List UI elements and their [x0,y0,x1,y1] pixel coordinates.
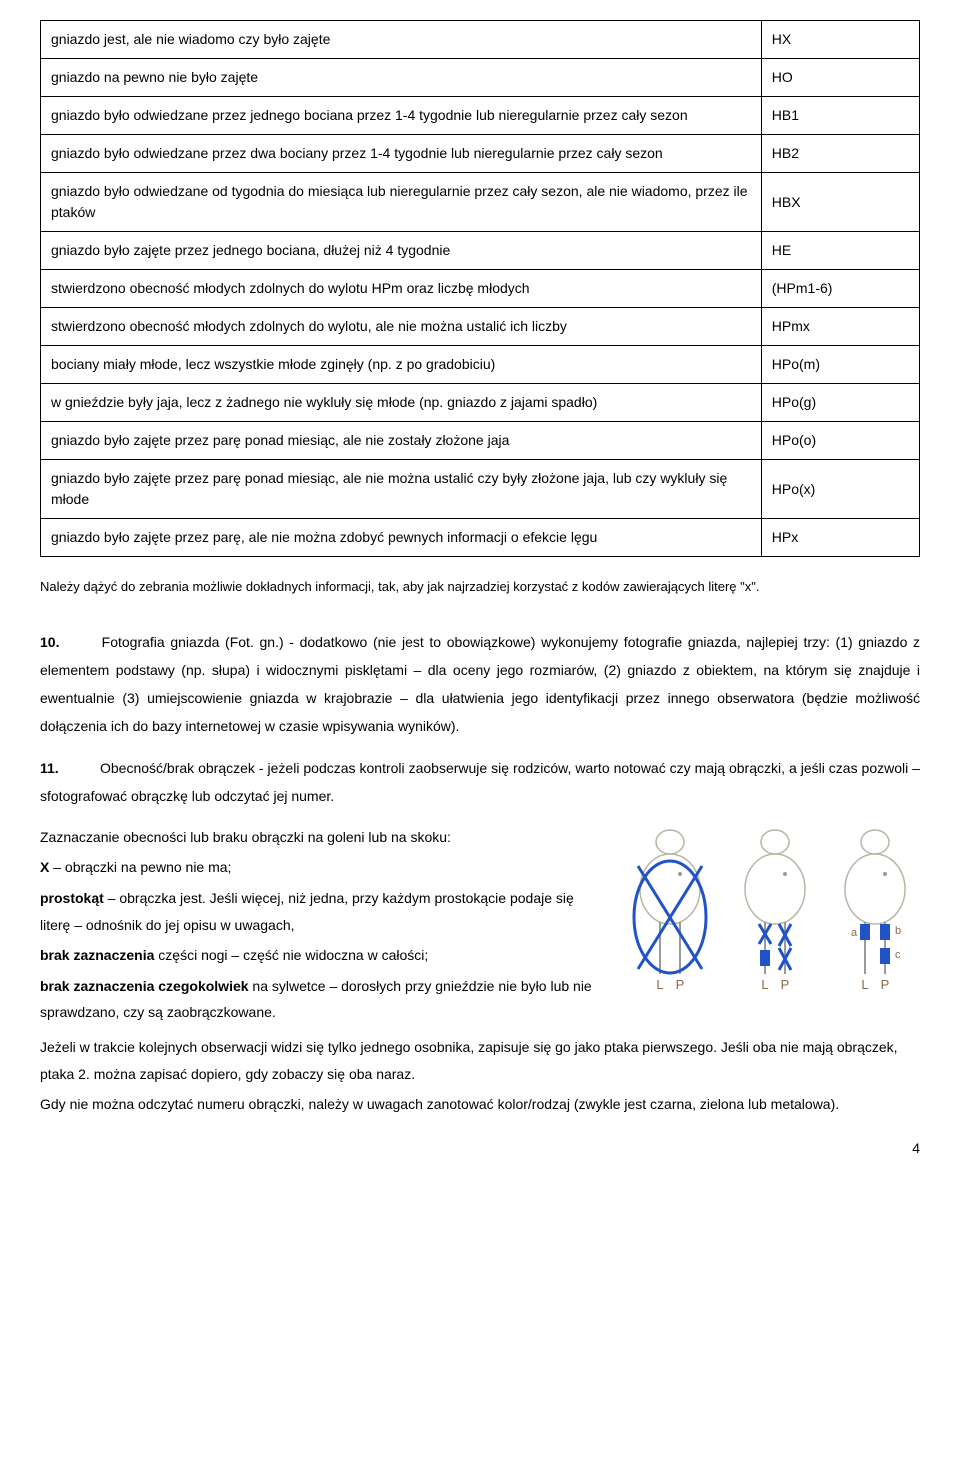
section-11-intro: 11. Obecność/brak obrączek - jeżeli podc… [40,754,920,810]
codes-table: gniazdo jest, ale nie wiadomo czy było z… [40,20,920,557]
svg-text:a: a [851,927,858,939]
code-value: HPo(g) [761,384,919,422]
code-value: HBX [761,173,919,232]
legend-rect-rest: – obrączka jest. Jeśli więcej, niż jedna… [40,890,574,933]
para-ring-color: Gdy nie można odczytać numeru obrączki, … [40,1091,920,1118]
code-desc: gniazdo było odwiedzane przez jednego bo… [41,97,762,135]
table-row: gniazdo było odwiedzane przez jednego bo… [41,97,920,135]
code-desc: stwierdzono obecność młodych zdolnych do… [41,308,762,346]
svg-text:L: L [656,977,663,992]
table-row: gniazdo było odwiedzane przez dwa bocian… [41,135,920,173]
table-row: w gnieździe były jaja, lecz z żadnego ni… [41,384,920,422]
code-desc: gniazdo jest, ale nie wiadomo czy było z… [41,21,762,59]
svg-text:c: c [895,949,901,961]
table-row: gniazdo było zajęte przez parę ponad mie… [41,422,920,460]
code-desc: gniazdo było odwiedzane przez dwa bocian… [41,135,762,173]
code-desc: gniazdo na pewno nie było zajęte [41,59,762,97]
table-row: stwierdzono obecność młodych zdolnych do… [41,308,920,346]
code-desc: gniazdo było zajęte przez parę ponad mie… [41,460,762,519]
table-row: gniazdo na pewno nie było zajęteHO [41,59,920,97]
table-row: bociany miały młode, lecz wszystkie młod… [41,346,920,384]
page-number: 4 [40,1138,920,1159]
code-value: HPo(m) [761,346,919,384]
svg-text:L: L [861,977,868,992]
code-desc: gniazdo było zajęte przez parę, ale nie … [41,519,762,557]
code-value: HO [761,59,919,97]
code-value: HPo(x) [761,460,919,519]
code-value: HPx [761,519,919,557]
code-value: (HPm1-6) [761,270,919,308]
code-desc: stwierdzono obecność młodych zdolnych do… [41,270,762,308]
code-value: HB2 [761,135,919,173]
para-single-observer: Jeżeli w trakcie kolejnych obserwacji wi… [40,1034,920,1087]
legend-rect-bold: prostokąt [40,890,104,906]
code-desc: w gnieździe były jaja, lecz z żadnego ni… [41,384,762,422]
svg-text:P: P [676,977,685,992]
code-value: HX [761,21,919,59]
legend-x-bold: X [40,859,49,875]
section-10: 10. Fotografia gniazda (Fot. gn.) - doda… [40,628,920,740]
table-row: gniazdo było zajęte przez parę, ale nie … [41,519,920,557]
section-11-num: 11. [40,754,96,782]
legend-blank-rest: części nogi – część nie widoczna w całoś… [154,947,428,963]
table-row: gniazdo było zajęte przez jednego bocian… [41,232,920,270]
table-row: stwierdzono obecność młodych zdolnych do… [41,270,920,308]
note-text: Należy dążyć do zebrania możliwie dokład… [40,577,920,598]
section-10-num: 10. [40,628,96,656]
svg-text:b: b [895,925,901,937]
table-row: gniazdo jest, ale nie wiadomo czy było z… [41,21,920,59]
code-value: HE [761,232,919,270]
code-value: HPmx [761,308,919,346]
table-row: gniazdo było zajęte przez parę ponad mie… [41,460,920,519]
svg-text:P: P [781,977,790,992]
table-row: gniazdo było odwiedzane od tygodnia do m… [41,173,920,232]
legend-none-bold: brak zaznaczenia czegokolwiek [40,978,249,994]
code-desc: gniazdo było odwiedzane od tygodnia do m… [41,173,762,232]
section-11-intro-text: Obecność/brak obrączek - jeżeli podczas … [40,760,920,804]
section-11-body: L P L P [40,824,920,1118]
code-desc: bociany miały młode, lecz wszystkie młod… [41,346,762,384]
codes-tbody: gniazdo jest, ale nie wiadomo czy było z… [41,21,920,557]
svg-text:L: L [761,977,768,992]
code-desc: gniazdo było zajęte przez jednego bocian… [41,232,762,270]
stork-diagram: L P L P [620,824,920,1000]
code-desc: gniazdo było zajęte przez parę ponad mie… [41,422,762,460]
svg-text:P: P [881,977,890,992]
legend-blank-bold: brak zaznaczenia [40,947,154,963]
section-10-text: Fotografia gniazda (Fot. gn.) - dodatkow… [40,634,920,734]
code-value: HB1 [761,97,919,135]
code-value: HPo(o) [761,422,919,460]
legend-x-rest: – obrączki na pewno nie ma; [49,859,231,875]
